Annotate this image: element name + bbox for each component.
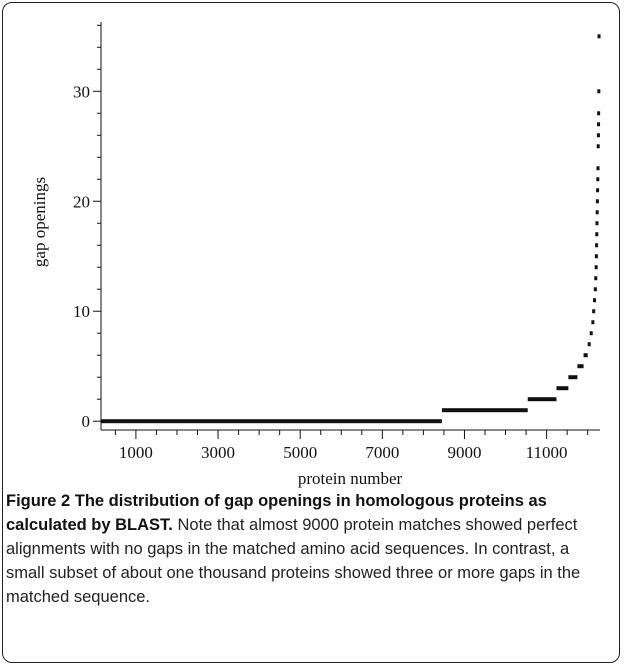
step-segment xyxy=(591,320,595,325)
step-segment xyxy=(596,188,600,193)
step-segment xyxy=(595,210,599,215)
x-tick-label: 1000 xyxy=(119,443,153,462)
step-segment xyxy=(597,89,601,94)
step-segment xyxy=(441,408,528,413)
y-tick-label: 30 xyxy=(73,82,90,101)
x-tick-label: 7000 xyxy=(365,443,399,462)
step-segment xyxy=(596,144,600,149)
step-segment xyxy=(597,34,601,39)
y-tick-label: 20 xyxy=(73,192,90,211)
x-axis-label: protein number xyxy=(298,469,403,488)
caption-title: Figure 2 The distribution of gap opening… xyxy=(6,492,547,534)
caption: Figure 2 The distribution of gap opening… xyxy=(6,489,606,609)
chart: protein number gap openings 0 10 20 30 1000 3… xyxy=(30,22,601,488)
step-segment xyxy=(594,276,598,281)
step-segment xyxy=(595,221,599,226)
step-segment xyxy=(596,133,600,138)
step-segment xyxy=(596,166,600,171)
step-segment xyxy=(593,287,597,292)
step-segment xyxy=(596,177,600,182)
step-segment xyxy=(594,254,598,259)
x-tick-label: 5000 xyxy=(283,443,317,462)
caption-text: Note that almost 9000 protein matches sh… xyxy=(6,516,581,606)
step-segment xyxy=(597,122,601,127)
step-segment xyxy=(568,375,578,380)
step-segment xyxy=(597,111,601,116)
step-segment xyxy=(595,232,599,237)
y-axis-label: gap openings xyxy=(30,177,49,267)
y-tick-label: 0 xyxy=(82,412,91,431)
step-segment xyxy=(592,309,596,314)
step-segment xyxy=(593,298,597,303)
step-segment xyxy=(583,353,588,358)
step-segment xyxy=(594,265,598,270)
step-segment xyxy=(527,397,557,402)
step-segment xyxy=(595,199,599,204)
step-segment xyxy=(595,243,599,248)
step-segment xyxy=(577,364,584,369)
step-segment xyxy=(589,331,593,336)
step-segment xyxy=(587,342,591,347)
x-tick-label: 3000 xyxy=(201,443,235,462)
x-tick-label: 11000 xyxy=(526,443,568,462)
step-segment xyxy=(101,419,442,424)
x-tick-label: 9000 xyxy=(447,443,481,462)
y-tick-label: 10 xyxy=(73,302,90,321)
step-segment xyxy=(556,386,569,391)
